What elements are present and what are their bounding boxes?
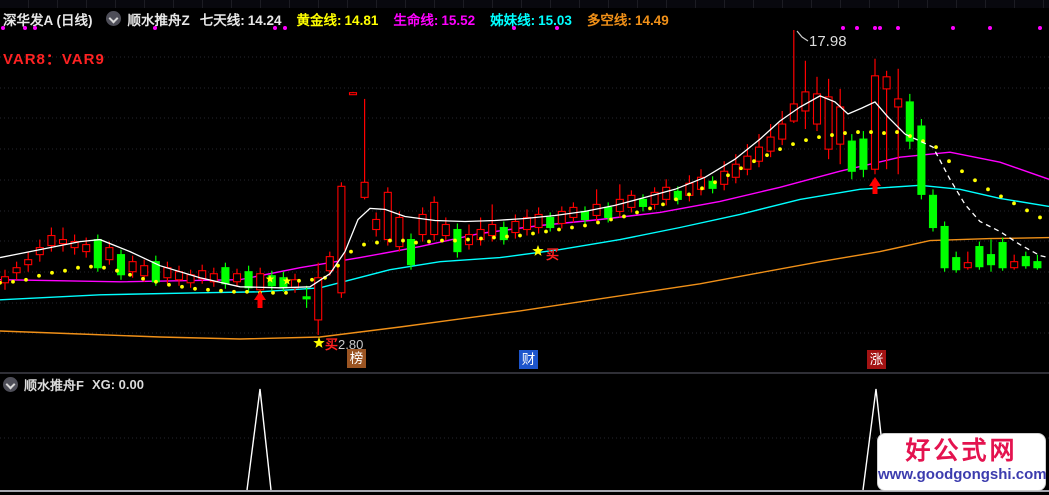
chevron-down-icon[interactable] (3, 377, 18, 392)
indicator-field-zimeixian: 姊妹线: 15.03 (490, 9, 575, 29)
field-value: 14.24 (247, 12, 282, 28)
field-label: 多空线: (586, 12, 632, 28)
buy-label: 买 (325, 337, 339, 352)
clipped-toolbar (0, 0, 1049, 8)
site-watermark[interactable]: 好公式网 www.goodgongshi.com (877, 433, 1047, 491)
field-value: 15.52 (441, 12, 476, 28)
low-price-label: 2.80 (338, 337, 364, 352)
indicator-field-qitianxian: 七天线: 14.24 (200, 9, 285, 29)
watermark-char-bang: 榜 (347, 349, 366, 368)
field-label: 七天线: (199, 12, 245, 28)
sub-indicator-value: XG: 0.00 (91, 377, 144, 392)
main-indicator-name[interactable]: 顺水推舟Z (127, 12, 190, 28)
watermark-char-cai: 财 (519, 350, 538, 369)
watermark-url: www.goodgongshi.com (878, 466, 1047, 483)
field-label: 姊妹线: (490, 12, 536, 28)
buy-signal-low-annotation: 买2.80 (325, 334, 363, 353)
buy-label: 买 (546, 247, 560, 262)
field-value: 15.03 (538, 12, 572, 28)
watermark-title: 好公式网 (905, 437, 1018, 465)
peak-price-annotation: 17.98 (809, 33, 847, 50)
field-value: 14.49 (634, 12, 669, 28)
watermark-char-zhang: 涨 (867, 350, 886, 369)
sub-indicator-name[interactable]: 顺水推舟F (24, 378, 84, 393)
indicator-field-huangjinxian: 黄金线: 14.81 (297, 9, 382, 29)
indicator-field-shengmingxian: 生命线: 15.52 (393, 9, 478, 29)
sub-indicator-header: 顺水推舟F XG: 0.00 (3, 375, 144, 394)
chevron-down-icon[interactable] (105, 11, 121, 26)
field-value: 14.81 (344, 12, 379, 28)
formula-var-label: VAR8：VAR9 (3, 51, 105, 68)
indicator-field-duokongxian: 多空线: 14.49 (587, 9, 672, 29)
chart-header: 深华发A (日线) 顺水推舟Z 七天线: 14.24 黄金线: 14.81 生命线:… (0, 8, 1049, 29)
buy-signal-annotation: 买 (546, 244, 559, 263)
stock-title[interactable]: 深华发A (日线) (3, 12, 93, 28)
field-label: 生命线: (393, 12, 439, 28)
field-label: 黄金线: (296, 12, 342, 28)
